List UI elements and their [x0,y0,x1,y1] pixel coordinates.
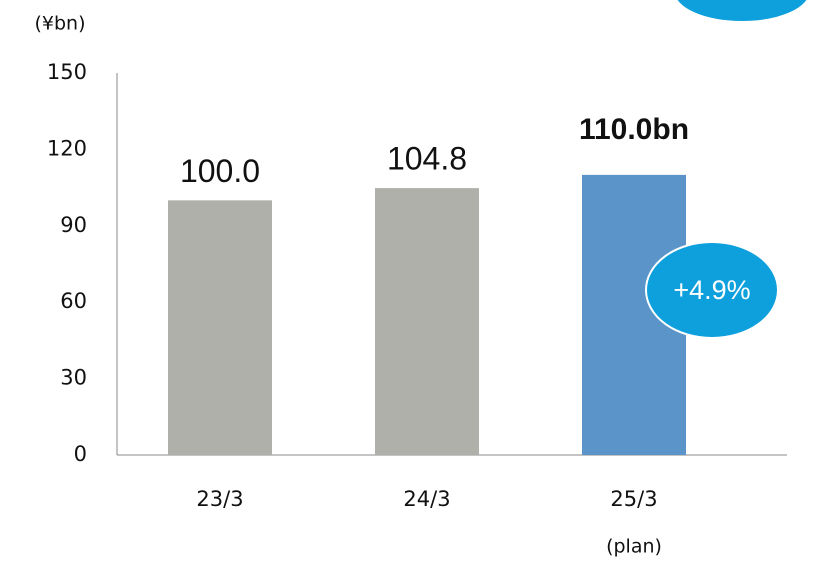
x-tick-label: 24/3 [403,487,450,511]
annotation-bubble [645,241,779,339]
y-tick-label: 120 [47,136,87,160]
x-tick-label: 23/3 [196,487,243,511]
x-tick-label: 25/3 [610,487,657,511]
annotation: +4.9% [673,275,750,305]
bar [168,200,272,455]
value-label: 104.8 [387,141,467,177]
unit-label: (¥bn) [34,13,85,35]
value-label: 100.0 [180,153,260,189]
value-label: 110.0bn [579,113,689,146]
y-tick-label: 90 [60,213,87,237]
y-tick-label: 150 [47,60,87,84]
y-tick-label: 60 [60,289,87,313]
x-tick-sublabel: (plan) [606,536,662,558]
y-tick-label: 0 [74,442,87,466]
bar [375,188,479,456]
decor-bubble [675,0,809,23]
y-tick-label: 30 [60,366,87,390]
